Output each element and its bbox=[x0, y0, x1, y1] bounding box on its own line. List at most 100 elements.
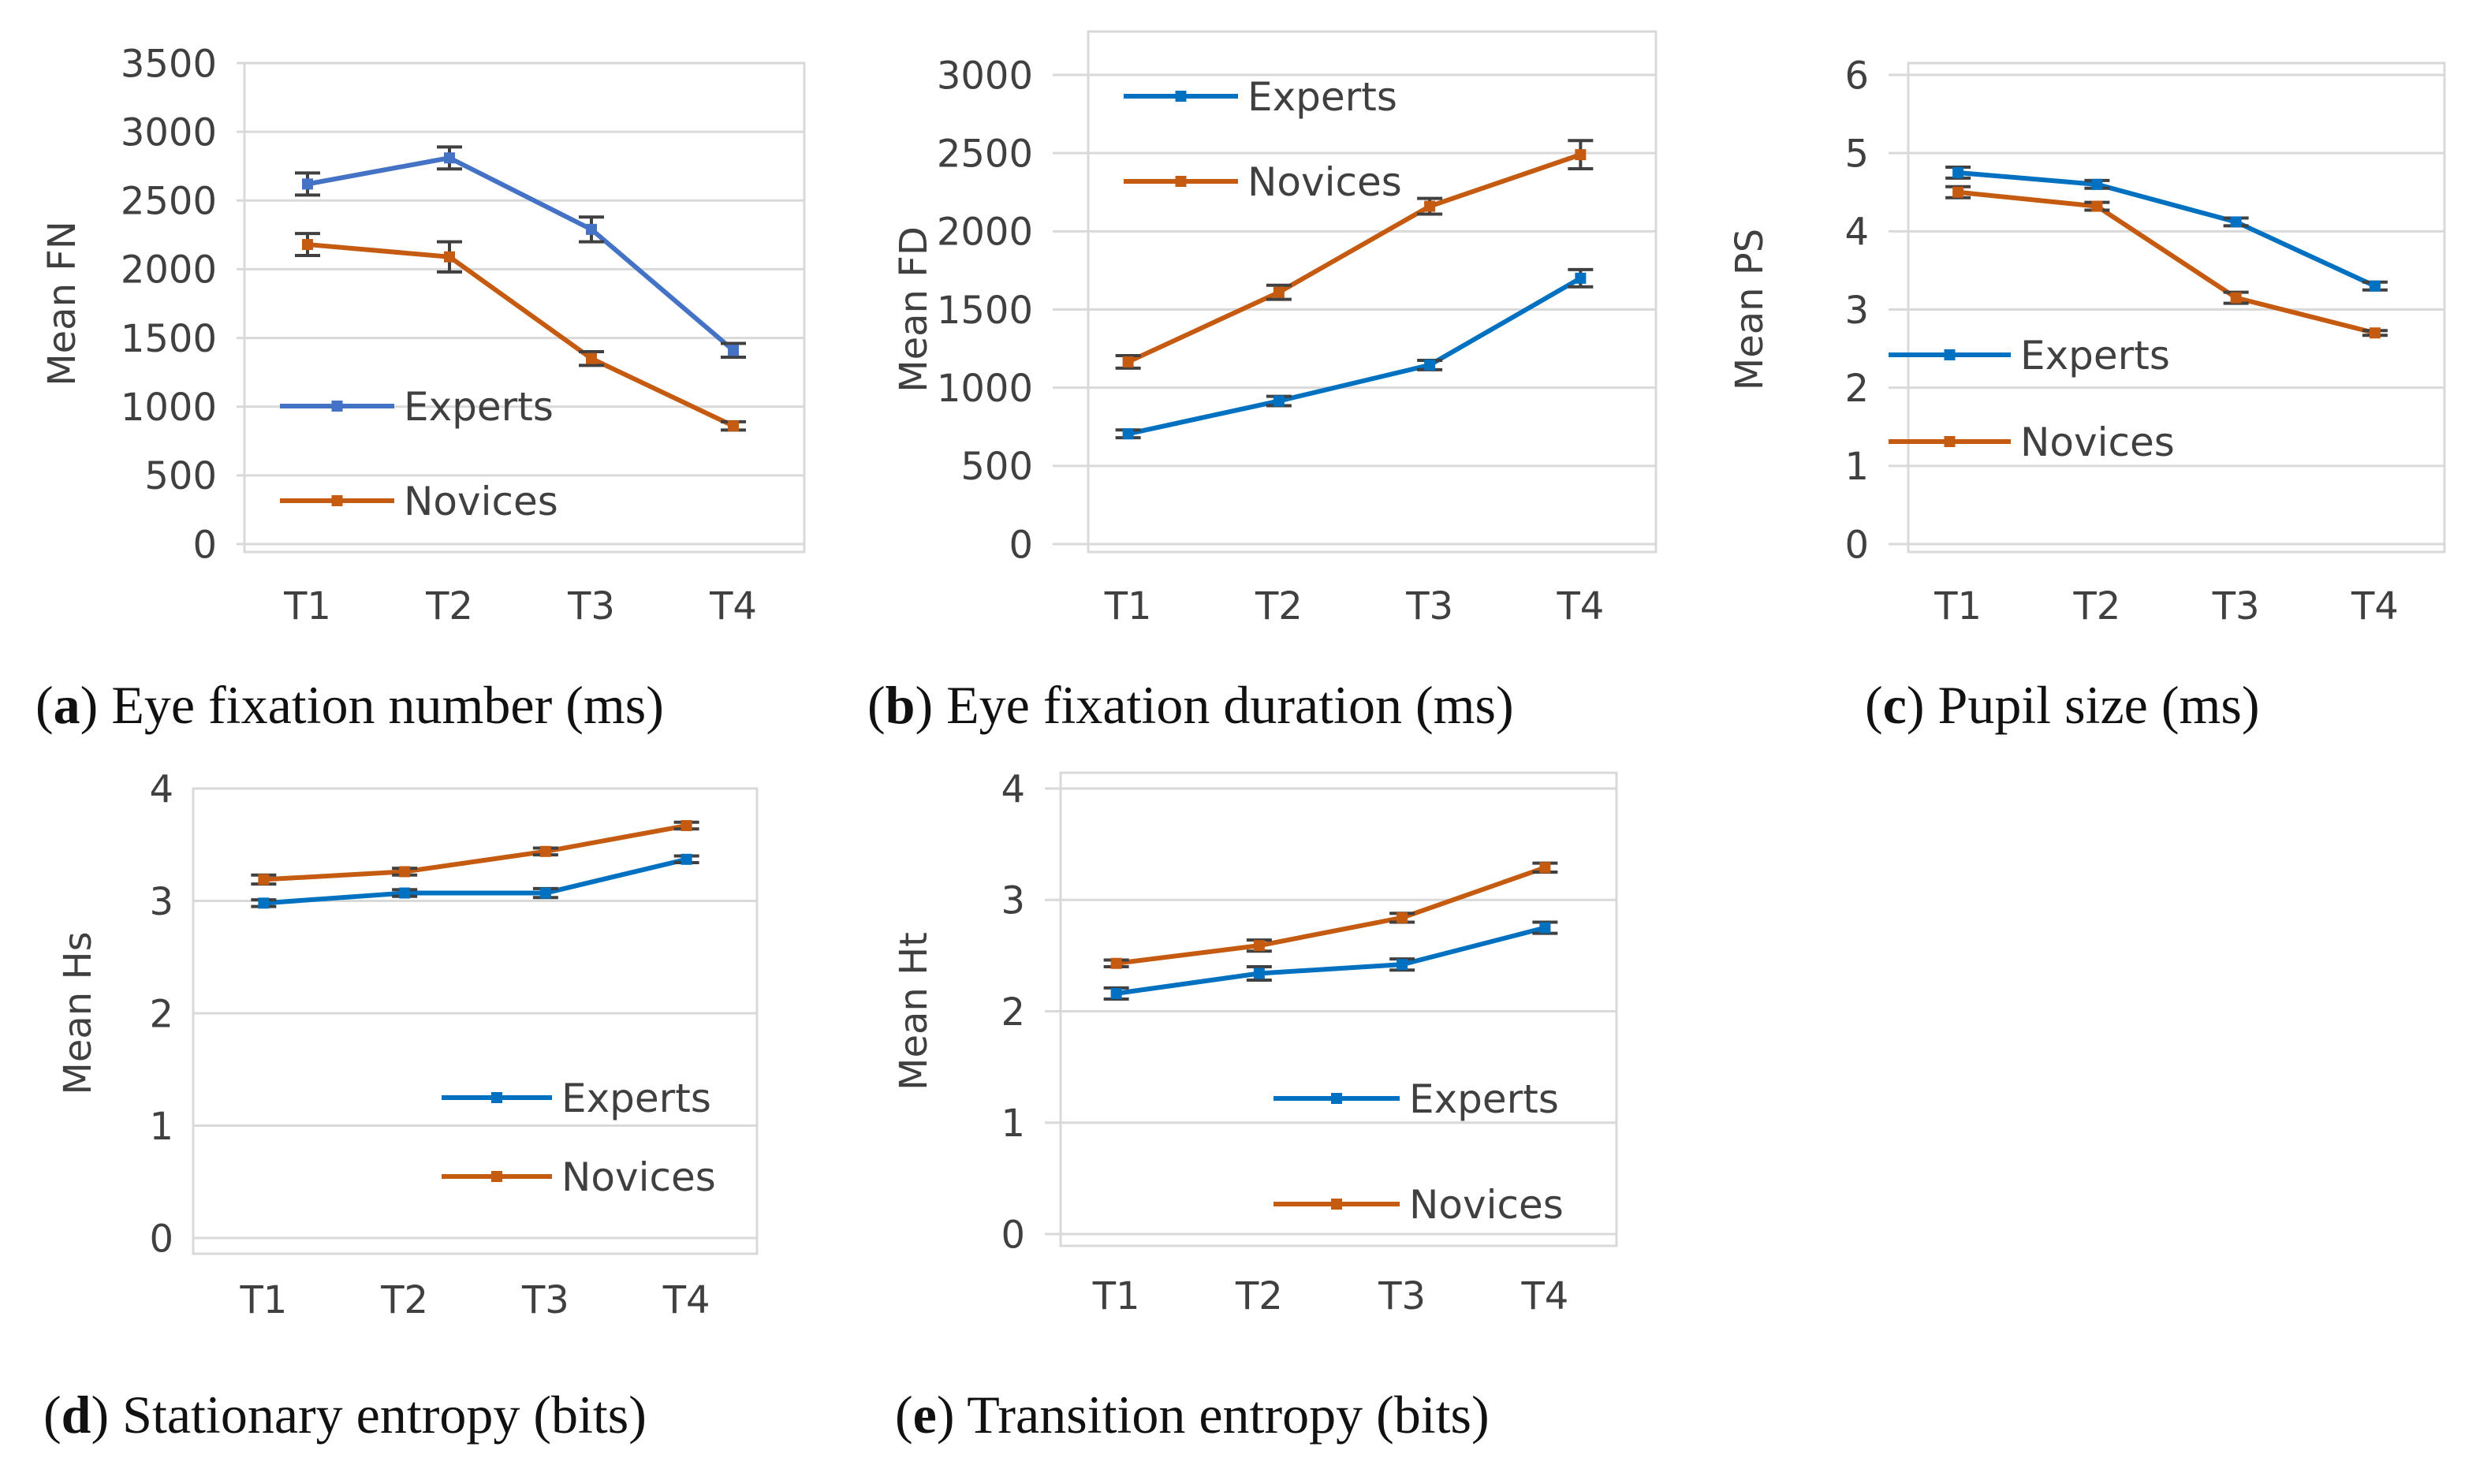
data-point bbox=[1110, 987, 1122, 999]
data-point bbox=[1273, 395, 1285, 407]
y-axis-label: Mean Hs bbox=[56, 931, 100, 1094]
x-tick-label: T1 bbox=[1104, 584, 1152, 628]
caption-e: (e) Transition entropy (bits) bbox=[895, 1385, 1490, 1445]
series-line-experts bbox=[1116, 925, 1546, 996]
y-tick-label: 5 bbox=[1844, 132, 1869, 176]
data-point bbox=[399, 887, 411, 899]
x-tick-label: T1 bbox=[1934, 584, 1982, 628]
y-tick-label: 2 bbox=[1001, 990, 1025, 1035]
y-tick-label: 2 bbox=[1844, 367, 1869, 411]
chart-eye-fixation-number: 0 500 1000 1500 2000 2500 3000 3500 T1 T2 T3 T4 Mean… bbox=[40, 42, 806, 628]
legend-marker bbox=[491, 1092, 502, 1103]
y-tick-label: 500 bbox=[960, 445, 1033, 489]
x-tick-label: T4 bbox=[1520, 1274, 1568, 1318]
y-tick-label: 4 bbox=[1844, 211, 1869, 255]
y-tick-label: 1500 bbox=[121, 317, 217, 361]
plot-frame bbox=[1087, 30, 1658, 554]
legend-marker bbox=[1175, 91, 1187, 102]
x-tick-label: T4 bbox=[1556, 584, 1604, 628]
legend-label: Experts bbox=[2020, 333, 2170, 378]
y-tick-label: 3500 bbox=[121, 42, 217, 86]
data-point bbox=[1122, 356, 1134, 367]
data-point bbox=[681, 853, 692, 865]
data-point bbox=[1397, 912, 1408, 923]
data-point bbox=[539, 887, 551, 899]
y-tick-label: 1 bbox=[1844, 445, 1869, 489]
caption-text: Stationary entropy (bits) bbox=[122, 1385, 647, 1445]
data-point bbox=[1273, 286, 1285, 298]
y-tick-label: 1 bbox=[1001, 1102, 1025, 1146]
y-tick-label: 1500 bbox=[937, 289, 1033, 333]
legend-marker bbox=[1175, 176, 1187, 187]
data-point bbox=[2091, 178, 2103, 190]
y-tick-label: 3 bbox=[1844, 289, 1869, 333]
legend-marker bbox=[1944, 349, 1956, 360]
legend-marker bbox=[1944, 436, 1956, 447]
x-tick-label: T3 bbox=[1405, 584, 1453, 628]
series-line-novices bbox=[307, 242, 735, 428]
plot-frame bbox=[1907, 62, 2446, 554]
series-line-experts bbox=[1127, 276, 1582, 437]
y-tick-label: 2 bbox=[149, 992, 173, 1036]
data-point bbox=[681, 820, 692, 832]
data-point bbox=[302, 239, 313, 251]
caption-letter: a bbox=[53, 675, 80, 735]
x-tick-label: T2 bbox=[1255, 584, 1303, 628]
caption-c: (c) Pupil size (ms) bbox=[1865, 675, 2260, 735]
caption-b: (b) Eye fixation duration (ms) bbox=[867, 675, 1514, 735]
x-tick-label: T4 bbox=[709, 584, 757, 628]
data-point bbox=[1539, 922, 1551, 934]
y-axis-label: Mean FD bbox=[892, 226, 936, 393]
series-line-experts bbox=[307, 155, 735, 352]
data-point bbox=[1253, 940, 1265, 952]
plot-frame bbox=[1059, 771, 1618, 1247]
x-tick-label: T3 bbox=[1378, 1274, 1426, 1318]
y-tick-label: 2000 bbox=[121, 248, 217, 293]
y-tick-label: 3 bbox=[1001, 879, 1025, 923]
legend-marker bbox=[491, 1171, 502, 1182]
data-point bbox=[399, 866, 411, 878]
y-tick-label: 0 bbox=[1009, 523, 1033, 567]
x-tick-label: T3 bbox=[567, 584, 615, 628]
series-line-novices bbox=[1116, 865, 1546, 966]
data-point bbox=[1952, 186, 1964, 198]
caption-letter: e bbox=[912, 1385, 937, 1445]
y-tick-label: 0 bbox=[1001, 1213, 1025, 1257]
y-tick-label: 1 bbox=[149, 1105, 173, 1149]
y-tick-label: 4 bbox=[1001, 767, 1025, 811]
y-axis-label: Mean PS bbox=[1728, 229, 1772, 390]
y-tick-label: 2000 bbox=[937, 211, 1033, 255]
y-tick-label: 3000 bbox=[121, 110, 217, 155]
x-tick-label: T2 bbox=[2072, 584, 2120, 628]
data-point bbox=[1110, 957, 1122, 969]
data-point bbox=[1397, 959, 1408, 971]
data-point bbox=[728, 420, 739, 432]
caption-text: Eye fixation duration (ms) bbox=[946, 675, 1514, 735]
x-tick-label: T3 bbox=[2212, 584, 2260, 628]
y-tick-label: 4 bbox=[149, 767, 173, 811]
legend-label: Novices bbox=[404, 479, 558, 524]
data-point bbox=[444, 251, 455, 263]
y-tick-label: 6 bbox=[1844, 54, 1869, 98]
y-tick-label: 1000 bbox=[937, 367, 1033, 411]
data-point bbox=[728, 345, 739, 356]
data-point bbox=[1253, 968, 1265, 979]
data-point bbox=[1575, 272, 1587, 284]
caption-text: Transition entropy (bits) bbox=[967, 1385, 1490, 1445]
caption-d: (d) Stationary entropy (bits) bbox=[43, 1385, 647, 1445]
legend-label: Novices bbox=[2020, 419, 2175, 465]
data-point bbox=[258, 874, 270, 886]
caption-letter: b bbox=[885, 675, 915, 735]
chart-transition-entropy: 0 1 2 3 4 T1 T2 T3 T4 Mean Ht Experts Novices bbox=[892, 767, 1618, 1318]
data-point bbox=[444, 152, 455, 164]
y-tick-label: 2500 bbox=[937, 132, 1033, 176]
x-tick-label: T1 bbox=[239, 1278, 287, 1322]
legend-marker bbox=[331, 495, 343, 506]
x-tick-label: T2 bbox=[380, 1278, 428, 1322]
data-point bbox=[586, 223, 597, 235]
chart-stationary-entropy: 0 1 2 3 4 T1 T2 T3 T4 Mean Hs Experts Novices bbox=[56, 767, 759, 1322]
x-tick-label: T4 bbox=[662, 1278, 710, 1322]
y-tick-label: 0 bbox=[149, 1217, 173, 1261]
series-line-experts bbox=[263, 856, 688, 906]
y-tick-label: 500 bbox=[144, 454, 217, 498]
